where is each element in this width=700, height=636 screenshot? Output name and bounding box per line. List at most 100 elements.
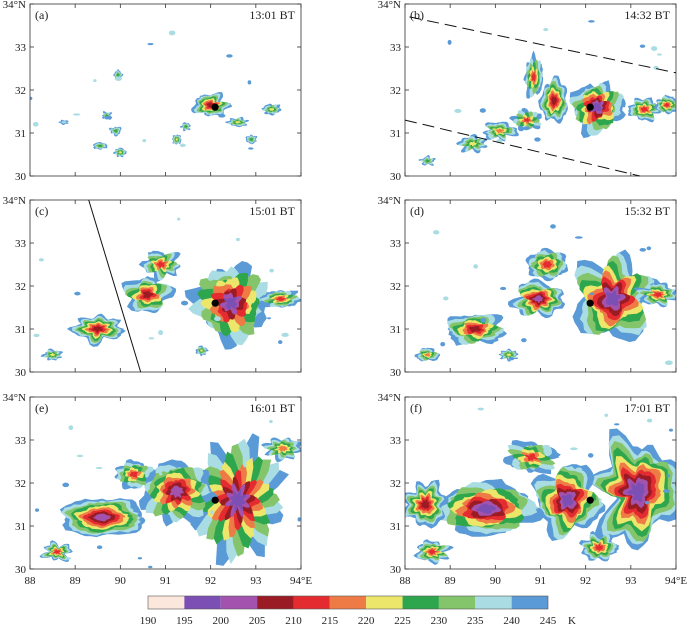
speck xyxy=(521,338,527,343)
convective-cell xyxy=(112,147,127,158)
contour-band xyxy=(595,543,603,551)
x-tick-label: 93 xyxy=(625,575,637,587)
contour-band xyxy=(268,107,275,112)
panel-e: 88 89 90 91 92 93 94°E 30 31 32 33 34°N (e) 16:01 BT xyxy=(3,392,313,587)
convective-cell xyxy=(569,80,626,139)
speck xyxy=(62,482,70,488)
panel-label: (b) xyxy=(410,8,424,22)
panel-b: 30 31 32 33 34°N (b) 14:32 BT xyxy=(378,0,677,183)
y-tick-label: 33 xyxy=(15,238,27,250)
speck xyxy=(95,466,103,470)
contour-band xyxy=(229,488,247,513)
speck xyxy=(405,512,408,518)
panel-time: 15:32 BT xyxy=(624,204,670,218)
speck xyxy=(550,224,556,229)
colorbar-tick-label: 205 xyxy=(249,615,266,627)
speck xyxy=(644,500,649,505)
speck xyxy=(487,134,494,138)
speck xyxy=(35,508,40,512)
contour-band xyxy=(532,295,544,303)
panel-time: 13:01 BT xyxy=(249,8,295,22)
speck xyxy=(278,340,283,345)
convective-cell xyxy=(259,290,301,308)
speck xyxy=(93,79,97,82)
brightness-temperature-field xyxy=(30,30,282,158)
contour-band xyxy=(60,121,67,124)
contour-band xyxy=(592,102,602,112)
convective-cell xyxy=(139,459,218,527)
speck xyxy=(588,20,595,23)
speck xyxy=(447,39,452,45)
colorbar-swatch xyxy=(293,596,330,609)
contour-band xyxy=(531,71,536,82)
contour-band xyxy=(184,125,188,128)
reference-point-marker xyxy=(211,103,219,111)
y-tick-label: 34°N xyxy=(378,0,401,11)
y-tick-label: 30 xyxy=(390,564,402,576)
contour-band xyxy=(249,137,254,141)
speck xyxy=(142,138,147,143)
convective-cell xyxy=(633,282,676,308)
speck xyxy=(477,407,485,411)
speck xyxy=(114,76,122,81)
contour-band xyxy=(142,291,154,299)
brightness-temperature-field xyxy=(418,20,676,166)
convective-cell xyxy=(261,437,301,462)
speck xyxy=(218,113,226,118)
y-tick-label: 34°N xyxy=(3,0,26,11)
speck xyxy=(158,472,163,476)
convective-cell xyxy=(525,247,569,282)
y-tick-label: 30 xyxy=(15,564,27,576)
panel-a: 30 31 32 33 34°N (a) 13:01 BT xyxy=(3,0,302,183)
y-tick-label: 31 xyxy=(15,324,26,336)
brightness-temperature-field xyxy=(35,419,301,569)
speck xyxy=(522,126,531,131)
convective-cell xyxy=(191,92,232,117)
speck xyxy=(148,565,153,569)
convective-cell xyxy=(184,261,273,350)
speck xyxy=(210,510,214,515)
x-tick-label: 88 xyxy=(400,575,412,587)
speck xyxy=(656,53,662,56)
speck xyxy=(297,517,301,522)
convective-cell xyxy=(418,155,436,166)
speck xyxy=(267,317,271,320)
convective-cell xyxy=(92,142,108,150)
x-tick-label: 94°E xyxy=(290,575,312,587)
speck xyxy=(179,143,186,147)
convective-cell xyxy=(172,134,182,145)
speck xyxy=(613,423,620,426)
colorbar-swatch xyxy=(402,596,439,609)
panel-label: (a) xyxy=(35,8,48,22)
x-tick-label: 90 xyxy=(115,575,127,587)
speck xyxy=(148,337,155,340)
speck xyxy=(604,413,609,417)
speck xyxy=(281,332,289,338)
reference-point-marker xyxy=(586,299,594,307)
speck xyxy=(137,557,143,560)
speck xyxy=(639,247,647,252)
panel-label: (c) xyxy=(35,204,48,218)
contour-band xyxy=(427,549,437,555)
contour-band xyxy=(495,128,505,134)
speck xyxy=(177,217,181,221)
panel-time: 17:01 BT xyxy=(624,401,670,415)
panel-background xyxy=(30,4,301,176)
speck xyxy=(668,428,674,432)
contour-band xyxy=(118,151,123,154)
convective-cell xyxy=(405,479,448,529)
convective-cell xyxy=(224,116,250,128)
colorbar-tick-label: 220 xyxy=(358,615,375,627)
speck xyxy=(235,237,240,242)
reference-point-marker xyxy=(586,496,594,504)
convective-cell xyxy=(39,540,74,562)
convective-cell xyxy=(591,428,676,551)
convective-cell xyxy=(121,276,176,314)
colorbar-swatch xyxy=(257,596,294,609)
speck xyxy=(662,489,671,493)
colorbar-tick-label: 215 xyxy=(322,615,339,627)
reference-point-marker xyxy=(586,103,594,111)
colorbar-swatch xyxy=(475,596,512,609)
convective-cell xyxy=(523,50,544,99)
y-tick-label: 33 xyxy=(390,238,402,250)
